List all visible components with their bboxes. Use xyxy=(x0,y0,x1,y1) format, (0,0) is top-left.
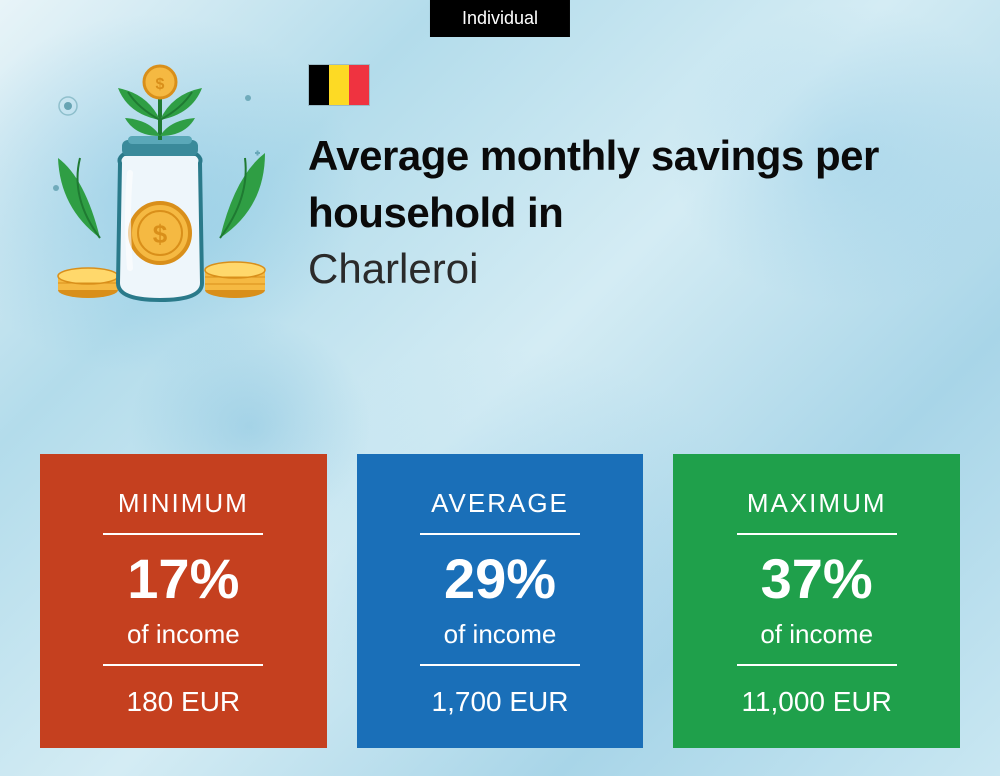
stat-card-minimum: MINIMUM 17% of income 180 EUR xyxy=(40,454,327,748)
stat-label: MAXIMUM xyxy=(747,488,887,519)
belgium-flag-icon xyxy=(308,64,370,106)
stat-percent: 37% xyxy=(761,551,873,607)
svg-text:$: $ xyxy=(153,219,168,249)
savings-jar-illustration: $ $ xyxy=(40,58,280,308)
stat-card-average: AVERAGE 29% of income 1,700 EUR xyxy=(357,454,644,748)
flag-stripe-black xyxy=(309,65,329,105)
title-block: Average monthly savings per household in… xyxy=(308,58,960,298)
stat-amount: 180 EUR xyxy=(127,686,241,718)
stat-amount: 11,000 EUR xyxy=(741,686,891,718)
stat-amount: 1,700 EUR xyxy=(432,686,569,718)
stat-label: AVERAGE xyxy=(431,488,569,519)
stat-percent: 17% xyxy=(127,551,239,607)
stat-percent: 29% xyxy=(444,551,556,607)
header-block: $ $ Average monthly savings per househol… xyxy=(40,58,960,308)
divider xyxy=(737,533,897,535)
divider xyxy=(103,664,263,666)
divider xyxy=(420,664,580,666)
headline: Average monthly savings per household in xyxy=(308,128,960,241)
stat-subtext: of income xyxy=(127,619,240,650)
flag-stripe-yellow xyxy=(329,65,349,105)
divider xyxy=(103,533,263,535)
svg-text:$: $ xyxy=(156,76,165,93)
city-name: Charleroi xyxy=(308,241,960,298)
stat-cards-row: MINIMUM 17% of income 180 EUR AVERAGE 29… xyxy=(40,454,960,748)
divider xyxy=(737,664,897,666)
stat-subtext: of income xyxy=(444,619,557,650)
stat-label: MINIMUM xyxy=(118,488,249,519)
divider xyxy=(420,533,580,535)
flag-stripe-red xyxy=(349,65,369,105)
category-tab: Individual xyxy=(430,0,570,37)
stat-card-maximum: MAXIMUM 37% of income 11,000 EUR xyxy=(673,454,960,748)
stat-subtext: of income xyxy=(760,619,873,650)
